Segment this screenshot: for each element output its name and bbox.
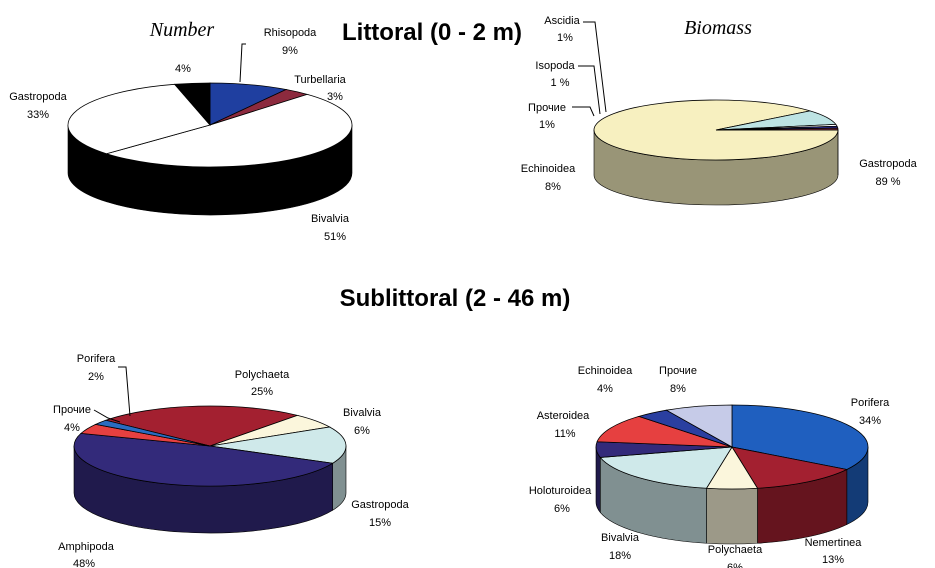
pie-slice-gastropoda xyxy=(209,426,347,464)
slice-name-label: Polychaeta xyxy=(708,544,763,556)
slice-name-label: Echinoidea xyxy=(578,365,633,377)
slice-value-label: 11% xyxy=(554,428,575,440)
leader-line xyxy=(578,65,601,115)
sublittoral-title: Sublittoral (2 - 46 m) xyxy=(340,285,571,312)
slice-name-label: Polychaeta xyxy=(235,369,290,381)
slice-name-label: Porifera xyxy=(77,353,116,365)
slice-value-label: 6% xyxy=(554,503,570,515)
slice-name-label: Echinoidea xyxy=(521,163,576,175)
pie-slice-porifera xyxy=(94,419,211,447)
slice-name-label: Bivalvia xyxy=(311,213,350,225)
slice-name-label: Rhisopoda xyxy=(264,27,317,39)
leader-line xyxy=(118,366,131,417)
leader-line xyxy=(239,43,246,83)
pie-slice-unlabeled xyxy=(173,82,211,127)
sublittoral-number-pie: Polychaeta 25% Bivalvia 6% Gastropoda 15% Amph… xyxy=(53,353,410,568)
slice-value-label: 8% xyxy=(545,181,561,193)
slice-value-label: 1% xyxy=(557,32,573,44)
sublittoral-biomass-pie: Porifera 34% Nemertinea 13% Polychaeta 6% Biva… xyxy=(529,365,890,568)
pie-slice-nemertinea xyxy=(731,446,849,489)
slice-value-label: 51% xyxy=(324,231,346,243)
slice-name-label: Nemertinea xyxy=(805,537,863,549)
pie-slice-polychaeta xyxy=(104,405,299,447)
slice-name-label: Gastropoda xyxy=(351,499,409,511)
pie-slice-gastropoda xyxy=(67,83,211,155)
slice-value-label: 48% xyxy=(73,558,95,568)
pie-slice-bivalvia xyxy=(105,93,353,168)
littoral-title: Littoral (0 - 2 m) xyxy=(342,19,522,46)
number-heading: Number xyxy=(149,19,215,41)
slice-value-label: 8% xyxy=(670,383,686,395)
littoral-number-pie: Rhisopoda 9% Turbellaria 3% Bivalvia 51% Gastr… xyxy=(9,27,353,243)
pie-slice-прочие xyxy=(665,404,733,448)
pie-side-polychaeta xyxy=(706,487,758,545)
leader-line xyxy=(572,106,595,117)
slice-value-label: 1 % xyxy=(551,77,570,89)
slice-name-label: Gastropoda xyxy=(859,158,917,170)
slice-name-label: Asteroidea xyxy=(537,410,590,422)
slice-name-label: Isopoda xyxy=(535,60,575,72)
slice-value-label: 2% xyxy=(88,371,104,383)
slice-value-label: 1% xyxy=(539,119,555,131)
slice-value-label: 9% xyxy=(282,45,298,57)
slice-value-label: 6% xyxy=(354,425,370,437)
slice-value-label: 3% xyxy=(327,91,343,103)
slice-name-label: Holoturoidea xyxy=(529,485,592,497)
slice-value-label: 4% xyxy=(175,63,191,75)
slice-name-label: Bivalvia xyxy=(343,407,382,419)
pie-slice-ascidia xyxy=(715,127,839,131)
leader-line xyxy=(93,409,121,423)
pie-slice-bivalvia xyxy=(599,446,733,489)
pie-slice-asteroidea xyxy=(596,415,733,448)
biomass-heading: Biomass xyxy=(684,17,752,39)
slice-value-label: 18% xyxy=(609,550,631,562)
slice-value-label: 4% xyxy=(597,383,613,395)
littoral-biomass-pie: Gastropoda 89 % Echinoidea 8% Прочие 1% Isopod… xyxy=(521,15,918,206)
slice-name-label: Amphipoda xyxy=(58,541,115,553)
slice-value-label: 4% xyxy=(64,422,80,434)
slice-value-label: 6% xyxy=(727,562,743,568)
slice-value-label: 15% xyxy=(369,517,391,529)
slice-value-label: 25% xyxy=(251,386,273,398)
leader-line xyxy=(583,21,607,113)
slice-name-label: Porifera xyxy=(851,397,890,409)
slice-name-label: Прочие xyxy=(53,404,91,416)
slice-value-label: 89 % xyxy=(875,176,900,188)
pie-slice-rhisopoda xyxy=(209,82,288,126)
slice-name-label: Прочие xyxy=(528,102,566,114)
slice-name-label: Bivalvia xyxy=(601,532,640,544)
slice-name-label: Ascidia xyxy=(544,15,580,27)
slice-name-label: Gastropoda xyxy=(9,91,67,103)
slice-value-label: 33% xyxy=(27,109,49,121)
pie-slice-amphipoda xyxy=(73,432,334,487)
slice-name-label: Прочие xyxy=(659,365,697,377)
slice-value-label: 34% xyxy=(859,415,881,427)
slice-name-label: Turbellaria xyxy=(294,74,346,86)
slice-value-label: 13% xyxy=(822,554,844,566)
